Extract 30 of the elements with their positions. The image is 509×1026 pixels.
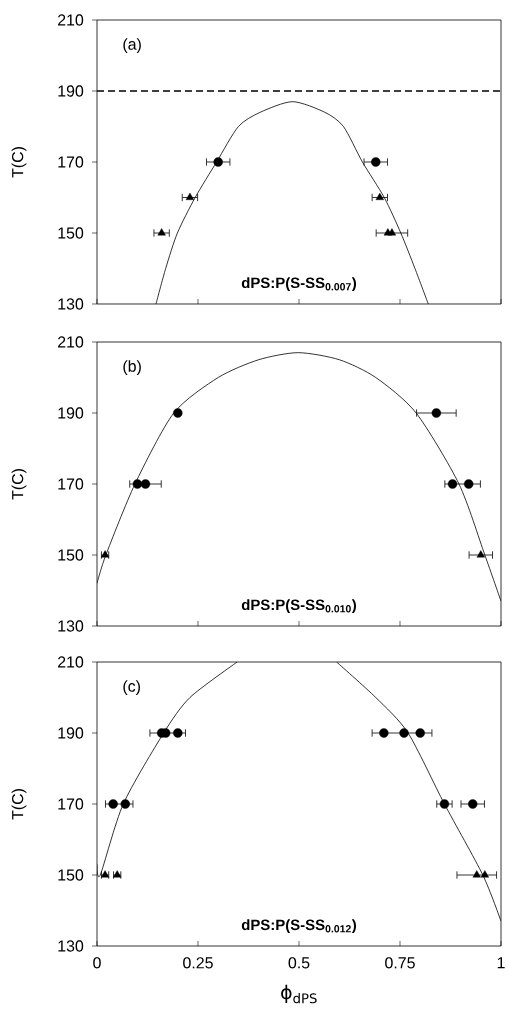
x-axis-title: ϕ$_{dPS}$ xyxy=(281,984,317,1004)
y-tick-label: 130 xyxy=(58,620,84,632)
y-tick-label: 170 xyxy=(58,798,84,810)
annotation: dPS:P(S-SS$_{0.007}$) xyxy=(241,277,357,292)
y-tick-label: 210 xyxy=(58,336,84,348)
y-tick-label: 190 xyxy=(58,727,84,739)
y-tick-label: 210 xyxy=(58,656,84,668)
x-tick-label: 0 xyxy=(93,957,101,969)
y-axis-title: T(C) xyxy=(11,469,27,500)
x-tick-label: 0.25 xyxy=(183,957,213,969)
x-tick-label: 0.5 xyxy=(288,957,310,969)
y-tick-label: 130 xyxy=(58,940,84,952)
y-tick-label: 130 xyxy=(58,298,84,310)
y-tick-label: 170 xyxy=(58,478,84,490)
y-tick-label: 170 xyxy=(58,156,84,168)
annotation: (c) xyxy=(123,680,140,695)
annotation: dPS:P(S-SS$_{0.012}$) xyxy=(241,919,357,934)
annotation: (a) xyxy=(123,38,141,53)
y-axis-title: T(C) xyxy=(11,147,27,178)
y-tick-label: 150 xyxy=(58,869,84,881)
y-tick-label: 210 xyxy=(58,14,84,26)
y-tick-label: 190 xyxy=(58,407,84,419)
x-tick-label: 0.75 xyxy=(385,957,415,969)
x-tick-label: 1 xyxy=(497,957,505,969)
y-tick-label: 190 xyxy=(58,85,84,97)
y-tick-label: 150 xyxy=(58,227,84,239)
y-axis-title: T(C) xyxy=(11,789,27,820)
annotation: (b) xyxy=(123,360,141,375)
y-tick-label: 150 xyxy=(58,549,84,561)
annotation: dPS:P(S-SS$_{0.010}$) xyxy=(241,599,357,614)
